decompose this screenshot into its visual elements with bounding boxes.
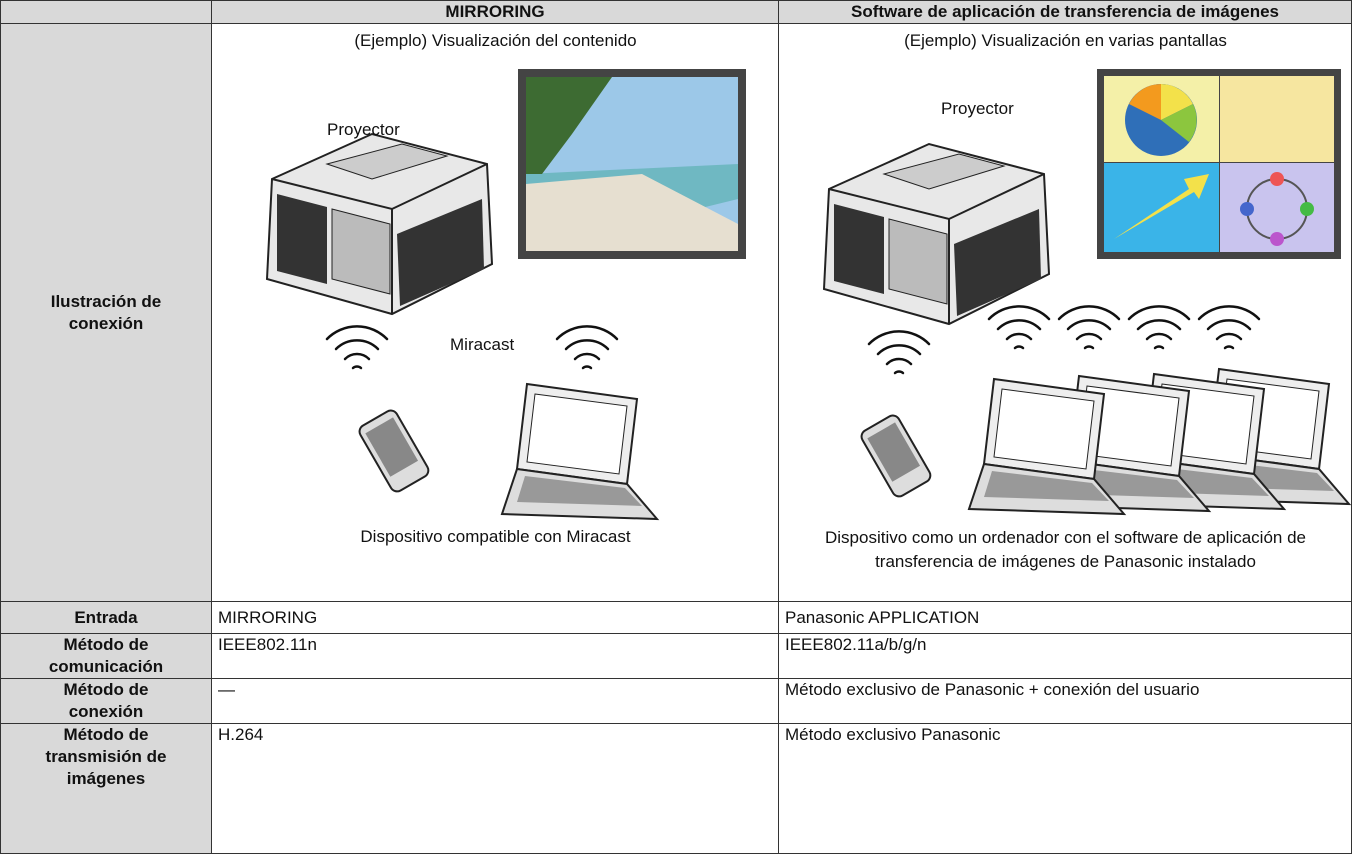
protocol-label: Miracast — [450, 335, 515, 354]
data-row: Método de conexión — Método exclusivo de… — [0, 678, 1352, 724]
header-row: MIRRORING Software de aplicación de tran… — [0, 0, 1352, 24]
software-illustration — [823, 69, 1350, 515]
cell: Método exclusivo de Panasonic + conexión… — [778, 678, 1352, 724]
projector-label: Proyector — [941, 99, 1014, 118]
projector-label: Proyector — [327, 120, 400, 139]
row-label: Método de transmisión de imágenes — [0, 723, 212, 854]
header-cell: MIRRORING — [211, 0, 779, 24]
cell: Método exclusivo Panasonic — [778, 723, 1352, 854]
data-row: Entrada MIRRORING Panasonic APPLICATION — [0, 601, 1352, 634]
row-label: Método de comunicación — [0, 633, 212, 679]
cell: — — [211, 678, 779, 724]
example-text: (Ejemplo) Visualización del contenido — [354, 31, 637, 50]
cell: IEEE802.11a/b/g/n — [778, 633, 1352, 679]
cell: Panasonic APPLICATION — [778, 601, 1352, 634]
row-label: Entrada — [0, 601, 212, 634]
corner-cell — [0, 0, 212, 24]
data-row: Método de comunicación IEEE802.11n IEEE8… — [0, 633, 1352, 679]
example-text: (Ejemplo) Visualización en varias pantal… — [904, 31, 1227, 50]
illustration-cell: (Ejemplo) Visualización en varias pantal… — [778, 23, 1352, 602]
illustration-row: Ilustración de conexión (Ejemplo) Visual… — [0, 23, 1352, 602]
cell: MIRRORING — [211, 601, 779, 634]
mirroring-illustration — [266, 69, 746, 520]
row-label: Método de conexión — [0, 678, 212, 724]
caption: Dispositivo compatible con Miracast — [360, 527, 631, 546]
illustration-cell: (Ejemplo) Visualización del contenido Pr… — [211, 23, 779, 602]
caption: Dispositivo como un ordenador con el sof… — [825, 528, 1306, 571]
header-cell: Software de aplicación de transferencia … — [778, 0, 1352, 24]
cell: H.264 — [211, 723, 779, 854]
data-row: Método de transmisión de imágenes H.264 … — [0, 723, 1352, 854]
row-label: Ilustración de conexión — [0, 23, 212, 602]
cell: IEEE802.11n — [211, 633, 779, 679]
